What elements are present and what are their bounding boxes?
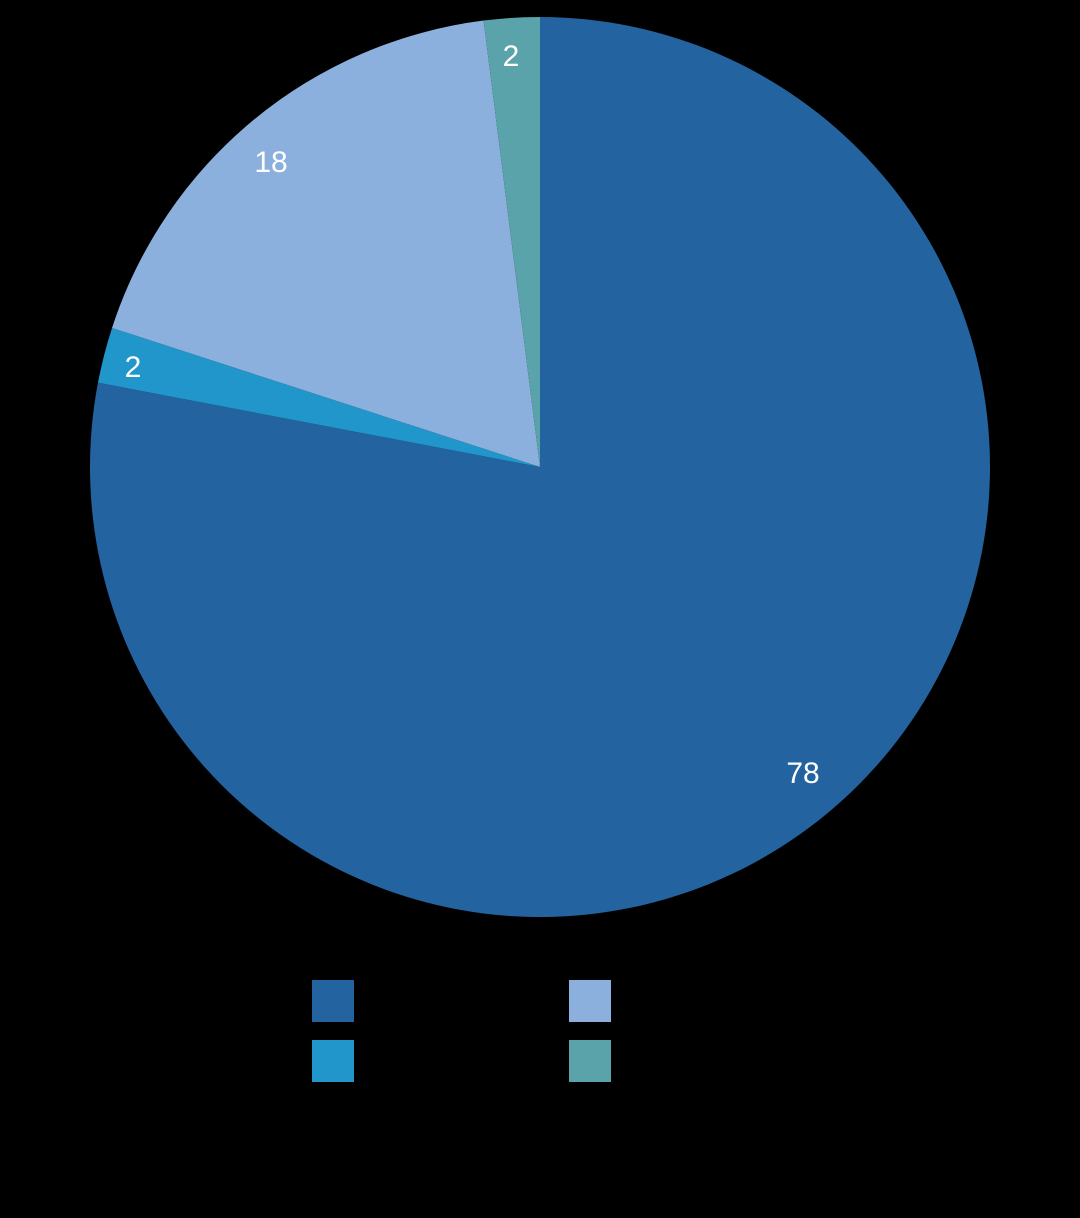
legend-swatch-3 bbox=[569, 1040, 611, 1082]
pie-data-labels: 78 2 18 2 bbox=[125, 40, 820, 790]
data-label-2: 18 bbox=[254, 146, 287, 179]
data-label-3: 2 bbox=[503, 40, 520, 73]
legend-swatch-1 bbox=[312, 1040, 354, 1082]
legend-swatch-0 bbox=[312, 980, 354, 1022]
pie-slices bbox=[89, 17, 990, 917]
data-label-1: 2 bbox=[125, 351, 142, 384]
data-label-0: 78 bbox=[786, 757, 819, 790]
pie-slice-3 bbox=[483, 17, 540, 467]
pie-slice-2 bbox=[112, 20, 540, 468]
legend bbox=[312, 980, 611, 1082]
legend-swatch-2 bbox=[569, 980, 611, 1022]
pie-slice-1 bbox=[97, 327, 540, 467]
